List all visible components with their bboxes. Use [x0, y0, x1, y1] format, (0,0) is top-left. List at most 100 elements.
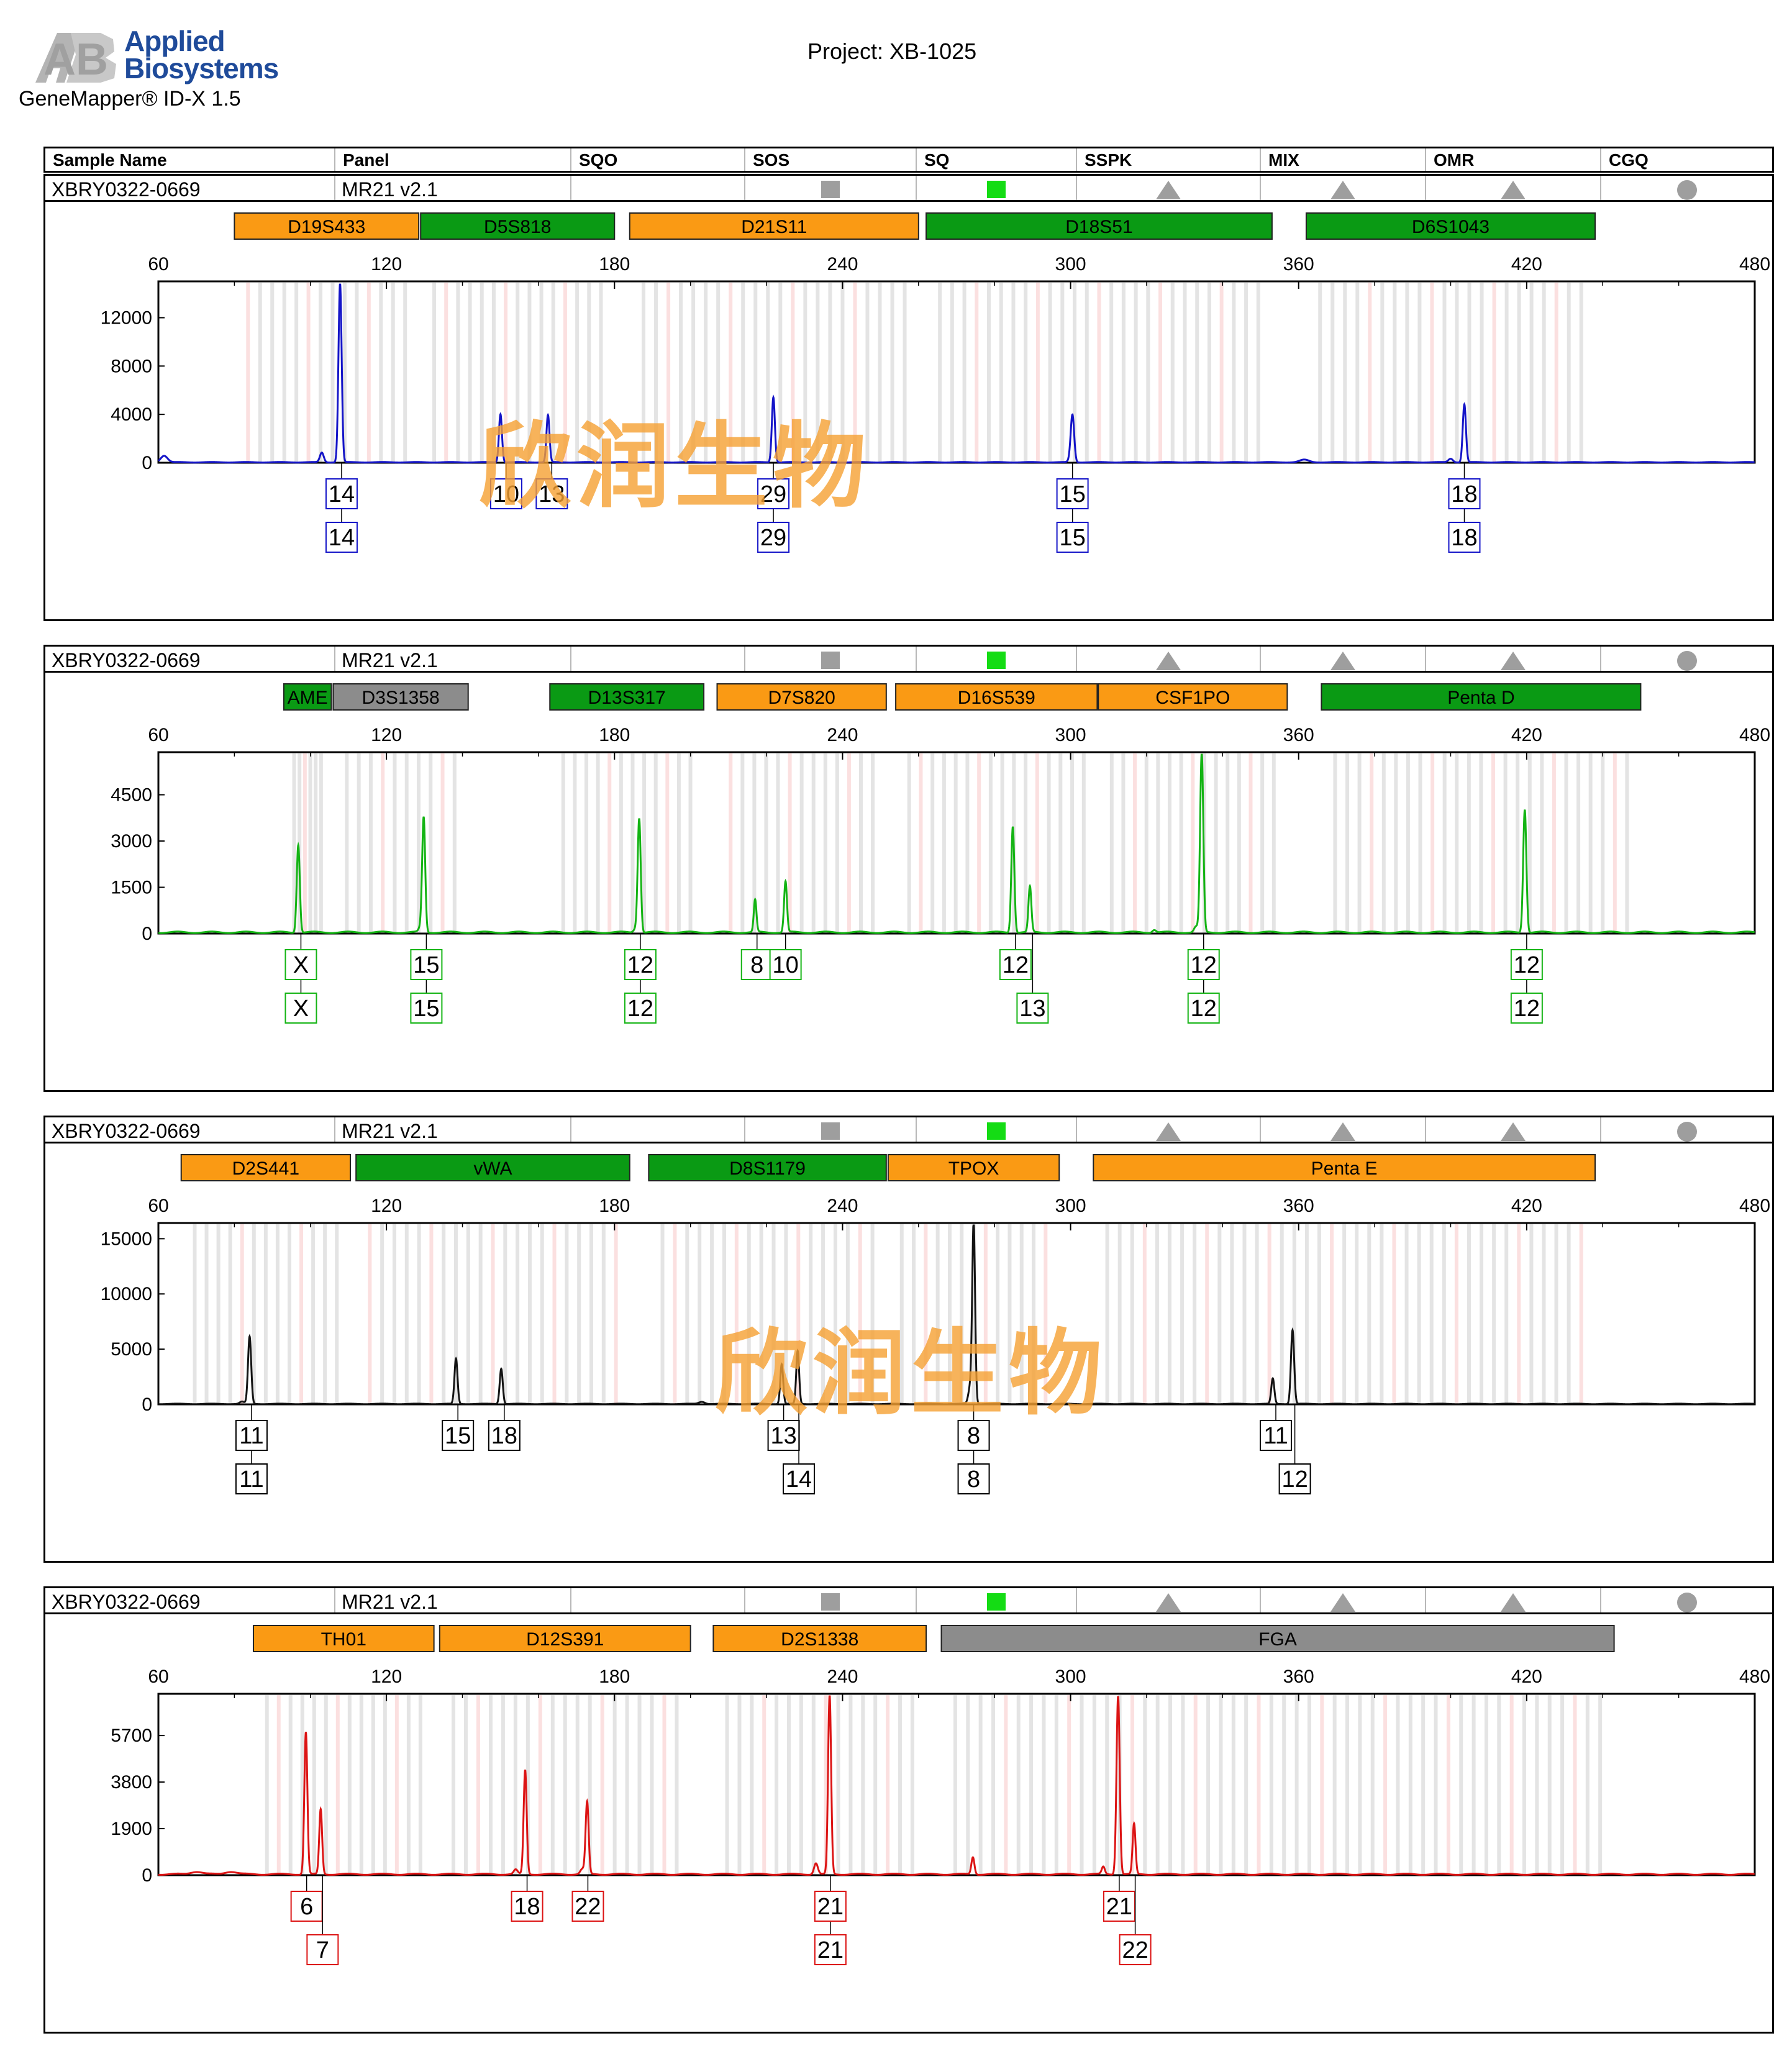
allele-label: 14	[786, 1466, 812, 1493]
allele-call[interactable]: 22	[571, 1875, 604, 1922]
allele-label: 11	[239, 1466, 263, 1493]
allele-call[interactable]: 21	[1103, 1875, 1135, 1922]
allele-call[interactable]: 6	[290, 1875, 323, 1922]
allele-call[interactable]: 12 12	[1510, 934, 1543, 1024]
marker-d7s820[interactable]: D7S820	[716, 683, 887, 711]
omr-flag	[1426, 176, 1601, 200]
marker-d21s11[interactable]: D21S11	[629, 212, 919, 240]
allele-label: 15	[445, 1423, 471, 1449]
header-cgq[interactable]: CGQ	[1609, 150, 1649, 170]
marker-penta-d[interactable]: Penta D	[1321, 683, 1642, 711]
allele-call[interactable]: 11 11	[235, 1404, 268, 1494]
marker-d18s51[interactable]: D18S51	[926, 212, 1273, 240]
allele-call[interactable]: XX	[284, 934, 317, 1024]
allele-call[interactable]: 12	[999, 934, 1032, 980]
sspk-triangle-icon	[1156, 1122, 1181, 1141]
sample-row[interactable]: XBRY0322-0669 MR21 v2.1	[45, 1588, 1772, 1614]
allele-call[interactable]: 13	[767, 1404, 800, 1451]
allele-call[interactable]: 18	[511, 1875, 544, 1922]
allele-call[interactable]: 15	[442, 1404, 475, 1451]
marker-label: D21S11	[741, 217, 807, 237]
sspk-triangle-icon	[1156, 181, 1181, 199]
marker-label: D19S433	[288, 217, 365, 237]
marker-d2s1338[interactable]: D2S1338	[712, 1625, 927, 1652]
allele-call[interactable]: 13	[1016, 934, 1049, 1024]
allele-label: X	[293, 996, 309, 1022]
header-mix[interactable]: MIX	[1261, 148, 1426, 171]
allele-label: 13	[770, 1423, 796, 1449]
cgq-flag	[1601, 176, 1772, 200]
marker-d5s818[interactable]: D5S818	[420, 212, 616, 240]
sq-flag	[917, 1117, 1077, 1142]
y-tick-label: 0	[142, 1865, 152, 1886]
marker-d2s441[interactable]: D2S441	[180, 1154, 352, 1181]
allele-bins	[265, 1695, 1603, 1875]
allele-call[interactable]: 22	[1119, 1875, 1152, 1965]
allele-call[interactable]: 14 14	[325, 463, 358, 553]
marker-th01[interactable]: TH01	[252, 1625, 435, 1652]
marker-d12s391[interactable]: D12S391	[439, 1625, 691, 1652]
header-panel[interactable]: Panel	[335, 148, 571, 171]
header-sample-name[interactable]: Sample Name	[45, 148, 335, 171]
sos-flag	[745, 1117, 917, 1142]
allele-call[interactable]: 12 12	[624, 934, 657, 1024]
sample-row[interactable]: XBRY0322-0669 MR21 v2.1	[45, 1117, 1772, 1143]
allele-call[interactable]: 12 12	[1187, 934, 1220, 1024]
allele-call[interactable]: 11	[1260, 1404, 1292, 1451]
y-tick-label: 1500	[111, 878, 152, 898]
marker-d3s1358[interactable]: D3S1358	[332, 683, 469, 711]
marker-d8s1179[interactable]: D8S1179	[648, 1154, 887, 1181]
allele-call[interactable]: 14	[783, 1404, 816, 1494]
marker-d16s539[interactable]: D16S539	[895, 683, 1098, 711]
marker-vwa[interactable]: vWA	[355, 1154, 630, 1181]
allele-call[interactable]: 12	[1278, 1404, 1311, 1494]
sample-name-cell: XBRY0322-0669	[45, 1117, 335, 1142]
allele-call[interactable]: 7	[306, 1875, 339, 1965]
allele-label: 15	[413, 952, 439, 978]
header-omr[interactable]: OMR	[1426, 148, 1601, 171]
marker-fga[interactable]: FGA	[940, 1625, 1615, 1652]
marker-d13s317[interactable]: D13S317	[549, 683, 705, 711]
marker-d19s433[interactable]: D19S433	[234, 212, 420, 240]
allele-call[interactable]: 10	[769, 934, 802, 980]
x-tick-label: 300	[1055, 1196, 1086, 1216]
sample-row[interactable]: XBRY0322-0669 MR21 v2.1	[45, 176, 1772, 202]
marker-d6s1043[interactable]: D6S1043	[1305, 212, 1596, 240]
marker-tpox[interactable]: TPOX	[887, 1154, 1060, 1181]
allele-label: 12	[1514, 952, 1540, 978]
sos-gray-square-icon	[821, 652, 840, 669]
sos-flag	[745, 1588, 917, 1612]
allele-call[interactable]: 29 29	[757, 463, 790, 553]
y-tick-label: 3000	[111, 831, 152, 852]
header-sq[interactable]: SQ	[917, 148, 1077, 171]
header-sqo[interactable]: SQO	[571, 148, 745, 171]
x-tick-label: 360	[1283, 725, 1314, 745]
omr-triangle-icon	[1501, 652, 1526, 670]
allele-call[interactable]: 8	[740, 934, 773, 980]
header-sspk[interactable]: SSPK	[1077, 148, 1261, 171]
header-sos[interactable]: SOS	[745, 148, 917, 171]
allele-call[interactable]: 88	[957, 1404, 990, 1494]
allele-call[interactable]: 13	[535, 463, 568, 509]
sos-gray-square-icon	[821, 1593, 840, 1611]
allele-call[interactable]: 10	[489, 463, 522, 509]
allele-label: 11	[1263, 1423, 1288, 1449]
allele-call[interactable]: 18	[488, 1404, 521, 1451]
x-tick-label: 480	[1739, 1666, 1770, 1687]
signal-trace	[158, 753, 1755, 934]
allele-bins	[292, 753, 1629, 933]
marker-label: D7S820	[768, 688, 835, 708]
mix-flag	[1261, 176, 1426, 200]
marker-ame[interactable]: AME	[283, 683, 332, 711]
allele-label: 12	[1003, 952, 1029, 978]
marker-penta-e[interactable]: Penta E	[1093, 1154, 1596, 1181]
marker-csf1po[interactable]: CSF1PO	[1098, 683, 1288, 711]
sample-row[interactable]: XBRY0322-0669 MR21 v2.1	[45, 647, 1772, 673]
allele-call[interactable]: 21 21	[814, 1875, 847, 1965]
project-title: Project: XB-1025	[807, 39, 977, 64]
allele-label: 12	[627, 952, 653, 978]
panel-name-cell: MR21 v2.1	[335, 1588, 571, 1613]
